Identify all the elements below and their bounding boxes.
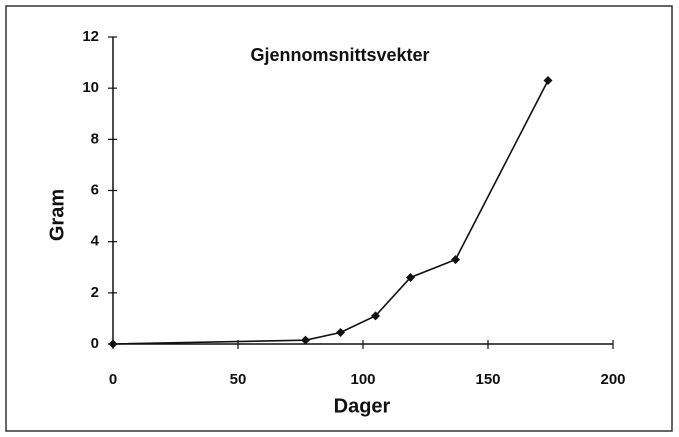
data-marker — [336, 327, 345, 337]
y-axis-label: Gram — [46, 189, 68, 241]
x-tick-label: 100 — [350, 371, 375, 388]
data-marker — [451, 255, 460, 265]
chart-frame — [5, 5, 673, 432]
y-tick-label: 0 — [91, 335, 99, 352]
data-marker — [108, 339, 118, 349]
y-tick-label: 8 — [91, 130, 99, 147]
y-tick-label: 2 — [91, 284, 99, 301]
y-tick-label: 10 — [82, 79, 99, 96]
y-tick-label: 12 — [82, 28, 99, 45]
data-marker — [371, 311, 380, 321]
x-tick-label: 150 — [475, 371, 500, 388]
data-marker — [406, 272, 415, 282]
x-axis-label: Dager — [334, 395, 391, 417]
chart-title: Gjennomsnittsvekter — [250, 45, 429, 65]
x-tick-label: 200 — [600, 371, 625, 388]
x-tick-label: 0 — [109, 371, 117, 388]
y-tick-label: 6 — [91, 181, 99, 198]
x-tick-label: 50 — [230, 371, 247, 388]
data-line — [112, 80, 549, 345]
data-marker — [543, 75, 553, 85]
y-tick-label: 4 — [91, 233, 100, 250]
data-marker — [301, 335, 310, 345]
